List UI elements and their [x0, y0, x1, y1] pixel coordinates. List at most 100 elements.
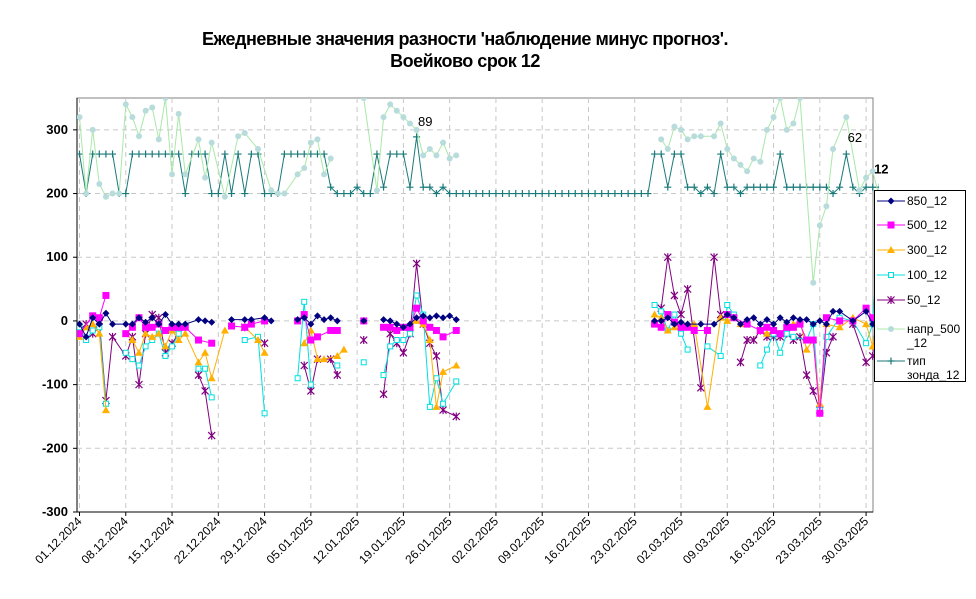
data-point [730, 155, 737, 162]
data-point [267, 317, 275, 325]
data-point [631, 190, 639, 198]
legend-marker [887, 246, 895, 253]
data-point [823, 333, 830, 340]
data-point [440, 139, 447, 146]
data-point [175, 110, 182, 117]
data-point [420, 152, 427, 159]
data-point [432, 402, 441, 410]
data-point [102, 309, 110, 317]
data-point [327, 314, 335, 322]
data-point [835, 323, 844, 331]
data-point [762, 329, 771, 337]
data-point [373, 150, 381, 158]
data-point [400, 337, 407, 344]
data-point [386, 323, 394, 331]
data-point [723, 311, 731, 319]
data-point [108, 332, 117, 341]
data-point [829, 190, 837, 198]
data-point [247, 150, 255, 158]
legend-marker [887, 296, 895, 304]
data-point [836, 307, 844, 315]
legend-marker [887, 221, 895, 229]
data-point [703, 402, 712, 410]
data-point [393, 107, 400, 114]
legend-label: 50_12 [907, 293, 941, 307]
data-point [380, 323, 388, 331]
data-point [624, 190, 632, 198]
data-point [313, 312, 321, 320]
data-point [671, 123, 678, 130]
data-point [439, 314, 447, 322]
data-point [208, 190, 216, 198]
data-point [790, 120, 797, 127]
data-point [453, 152, 460, 159]
y-tick-label: 100 [46, 249, 68, 264]
data-point [644, 190, 652, 198]
data-point [221, 193, 228, 200]
legend-item: 100_12 [875, 268, 965, 284]
data-point [142, 318, 150, 326]
data-point [829, 307, 837, 315]
data-point [440, 400, 447, 407]
data-point [789, 323, 797, 331]
data-point [770, 114, 777, 121]
data-point [518, 190, 526, 198]
data-point [743, 320, 751, 328]
data-point [194, 316, 202, 324]
data-point [863, 174, 870, 181]
data-point [763, 183, 771, 191]
legend-item: 850_12 [875, 194, 965, 210]
data-point [446, 155, 453, 162]
series-напр_500-_12 [77, 98, 879, 286]
data-point [433, 375, 440, 382]
data-point [499, 190, 507, 198]
data-point [235, 133, 242, 140]
data-point [565, 190, 573, 198]
data-point [380, 183, 388, 191]
data-point [161, 311, 169, 319]
data-point [783, 126, 790, 133]
data-point [241, 130, 248, 137]
data-point [737, 161, 744, 168]
data-point [802, 371, 811, 380]
data-point [339, 345, 348, 353]
data-point [479, 190, 487, 198]
data-point [301, 165, 308, 172]
data-point [393, 326, 401, 334]
data-point [268, 187, 275, 194]
legend-marker [887, 197, 895, 205]
data-point [796, 183, 804, 191]
data-point [406, 320, 414, 328]
data-point [353, 183, 361, 191]
data-point [274, 190, 281, 197]
data-point [803, 316, 811, 324]
annotation-label: 62 [848, 130, 862, 145]
data-point [128, 150, 136, 158]
data-point [380, 372, 387, 379]
data-point [327, 326, 335, 334]
data-point [386, 329, 395, 338]
data-point [128, 320, 136, 328]
data-point [162, 98, 169, 101]
data-point [710, 253, 718, 262]
data-point [102, 193, 109, 200]
legend-marker [888, 326, 894, 332]
data-point [823, 203, 830, 210]
data-point [697, 320, 705, 328]
data-point [756, 183, 764, 191]
data-point [863, 340, 870, 347]
data-point [321, 171, 328, 178]
data-point [207, 431, 216, 440]
data-point [472, 190, 480, 198]
data-point [201, 386, 210, 395]
data-point [253, 336, 262, 344]
data-point [221, 150, 229, 158]
data-point [148, 314, 156, 322]
data-point [677, 323, 685, 331]
data-point [313, 355, 322, 363]
data-point [254, 145, 261, 152]
data-point [300, 339, 309, 347]
data-point [849, 183, 857, 191]
data-point [756, 326, 764, 334]
data-point [122, 190, 130, 198]
